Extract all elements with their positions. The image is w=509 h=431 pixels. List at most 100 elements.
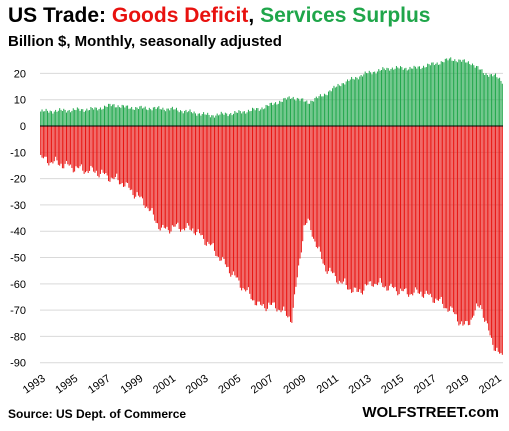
surplus-bar — [137, 109, 139, 127]
surplus-bar — [490, 74, 492, 127]
surplus-bar — [290, 98, 291, 127]
deficit-bar — [351, 126, 353, 293]
surplus-bar — [75, 110, 77, 127]
deficit-bar — [239, 126, 241, 288]
surplus-bar — [131, 106, 133, 127]
deficit-bar — [488, 126, 490, 331]
surplus-bar — [109, 103, 111, 127]
surplus-bar — [120, 107, 122, 127]
surplus-bar — [321, 96, 323, 127]
deficit-bar — [170, 126, 172, 232]
surplus-bar — [405, 67, 407, 127]
surplus-bar — [83, 111, 85, 127]
deficit-bar — [250, 126, 252, 300]
surplus-bar — [211, 115, 213, 127]
surplus-bar — [207, 112, 209, 127]
surplus-bar — [173, 109, 175, 127]
deficit-bar — [87, 126, 89, 174]
surplus-bar — [450, 57, 452, 127]
deficit-bar — [105, 126, 107, 174]
deficit-bar — [147, 126, 149, 209]
surplus-bar — [419, 66, 420, 127]
deficit-bar — [435, 126, 437, 299]
deficit-bar — [194, 126, 196, 236]
deficit-bar — [398, 126, 400, 295]
deficit-bar — [212, 126, 214, 244]
surplus-bar — [155, 109, 157, 127]
deficit-bar — [393, 126, 395, 289]
deficit-bar — [167, 126, 169, 231]
surplus-bar — [435, 63, 437, 127]
deficit-bar — [266, 126, 268, 309]
deficit-bar — [486, 126, 488, 324]
deficit-bar — [173, 126, 175, 227]
surplus-bar — [99, 107, 101, 127]
surplus-bar — [351, 76, 353, 127]
deficit-bar — [211, 126, 213, 245]
deficit-bar — [148, 126, 150, 212]
deficit-bar — [254, 126, 256, 306]
deficit-bar — [323, 126, 325, 266]
deficit-bar — [60, 126, 62, 164]
surplus-bar — [319, 94, 321, 127]
deficit-bar — [95, 126, 97, 171]
surplus-bar — [118, 107, 120, 127]
surplus-bar — [238, 110, 240, 127]
surplus-bar — [366, 73, 368, 127]
deficit-bar — [63, 126, 65, 169]
deficit-bar — [98, 126, 100, 178]
surplus-bar — [387, 68, 389, 127]
surplus-bar — [383, 68, 385, 127]
deficit-bar — [49, 126, 51, 163]
deficit-bar — [120, 126, 122, 185]
surplus-bar — [478, 69, 480, 127]
surplus-bar — [194, 113, 196, 127]
surplus-bar — [410, 68, 412, 127]
surplus-bar — [231, 115, 233, 127]
surplus-bar — [186, 112, 188, 127]
surplus-bar — [329, 90, 331, 127]
deficit-bar — [328, 126, 330, 272]
surplus-bar — [159, 109, 161, 127]
deficit-bar — [94, 126, 96, 173]
surplus-bar — [389, 70, 391, 127]
deficit-bar — [162, 126, 164, 225]
deficit-bar — [186, 126, 188, 224]
surplus-bar — [41, 109, 43, 127]
deficit-bar — [281, 126, 283, 311]
deficit-bar — [341, 126, 343, 284]
deficit-bar — [420, 126, 422, 292]
deficit-bar — [448, 126, 450, 311]
surplus-bar — [40, 111, 42, 127]
surplus-bar — [133, 109, 135, 127]
deficit-bar — [342, 126, 344, 282]
deficit-bar — [500, 126, 502, 354]
surplus-bar — [49, 110, 51, 127]
surplus-bar — [161, 109, 163, 127]
deficit-bar — [178, 126, 180, 229]
deficit-bar — [177, 126, 179, 223]
deficit-bar — [208, 126, 210, 244]
deficit-bar — [400, 126, 401, 289]
surplus-bar — [371, 74, 373, 127]
surplus-bar — [97, 110, 99, 127]
deficit-bar — [262, 126, 264, 305]
deficit-bar — [489, 126, 491, 336]
surplus-bar — [495, 73, 497, 127]
source-note: Source: US Dept. of Commerce — [8, 407, 187, 421]
surplus-bar — [51, 111, 53, 127]
x-tick-label: 2017 — [412, 373, 439, 397]
surplus-bar — [283, 98, 285, 127]
surplus-bar — [285, 99, 287, 127]
deficit-bar — [219, 126, 221, 261]
deficit-bar — [345, 126, 347, 286]
surplus-bar — [243, 111, 245, 127]
surplus-bar — [336, 86, 338, 127]
surplus-bar — [139, 106, 141, 127]
surplus-bar — [140, 105, 142, 127]
deficit-bar — [438, 126, 439, 301]
surplus-bar — [42, 111, 44, 127]
deficit-bar — [465, 126, 467, 321]
deficit-bar — [313, 126, 315, 239]
deficit-bar — [352, 126, 354, 293]
